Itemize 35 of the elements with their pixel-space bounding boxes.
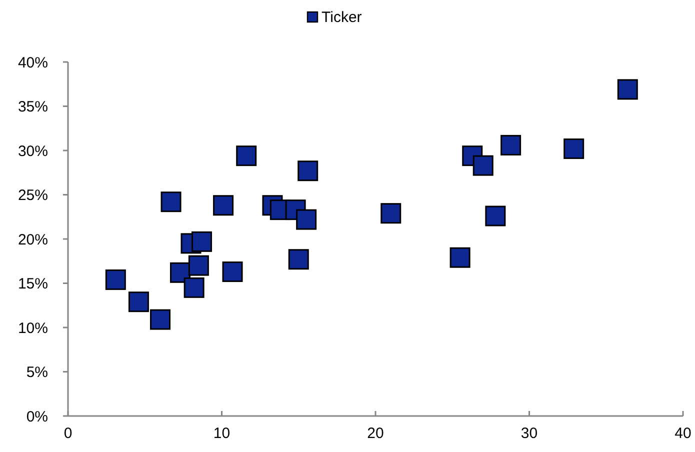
y-tick-label: 20% [18,231,48,248]
point [617,79,638,100]
point [184,277,204,298]
point [296,209,317,230]
y-tick-label: 5% [26,364,48,381]
x-tick-label: 0 [64,425,72,442]
y-tick-label: 35% [18,98,48,116]
x-tick-label: 40 [674,425,692,442]
y-tick-label: 10% [18,320,48,337]
point [380,203,402,224]
point [188,255,209,276]
point [472,155,494,176]
x-tick-label: 30 [520,425,538,442]
point [288,249,309,270]
point [150,309,170,330]
point [160,192,182,212]
point [500,134,522,156]
legend-label: Ticker [322,9,362,26]
y-tick-label: 40% [18,54,48,72]
y-tick-label: 0% [26,408,48,426]
point [192,231,212,252]
y-tick-label: 30% [18,142,48,160]
point [236,146,257,166]
point [485,206,506,226]
point [213,195,234,216]
point [222,261,243,282]
x-tick-label: 10 [213,425,230,442]
point [105,269,126,290]
y-tick-label: 25% [18,187,48,204]
point [298,160,318,182]
point [128,292,149,312]
y-tick-label: 15% [18,276,48,292]
point [450,247,470,268]
x-tick-label: 20 [367,425,384,442]
point [564,138,584,159]
